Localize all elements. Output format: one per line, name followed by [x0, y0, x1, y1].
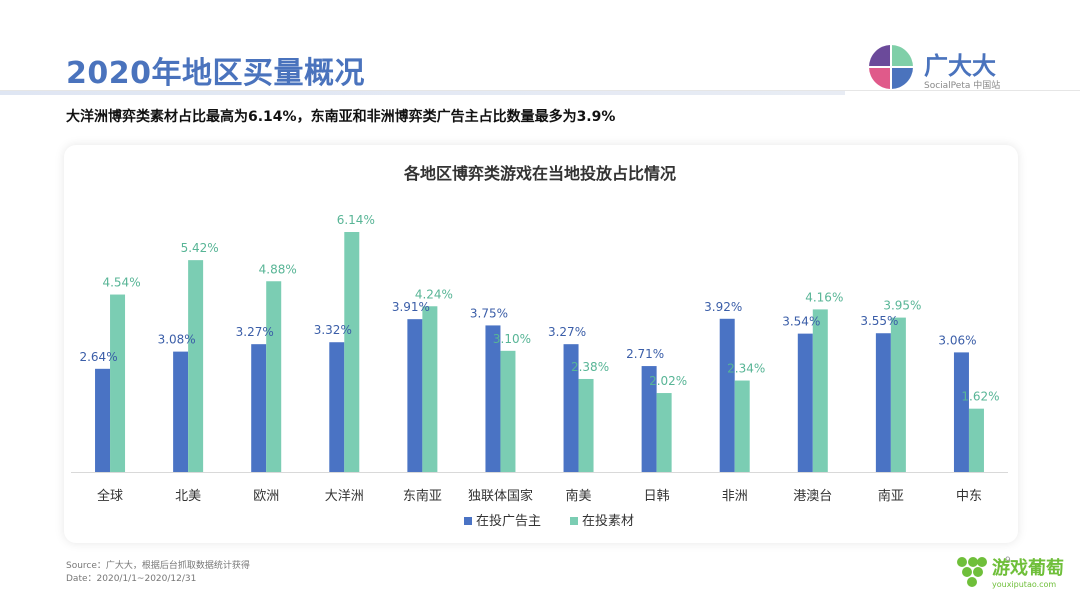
label-creatives-7: 2.02%: [649, 374, 687, 388]
title-divider: [0, 90, 1080, 91]
legend-label-1: 在投素材: [582, 513, 634, 529]
bar-creatives-10: [890, 317, 906, 472]
bar-advertisers-0: [95, 368, 111, 472]
page-title: 2020年地区买量概况: [66, 56, 365, 91]
legend-swatch-1: [570, 517, 578, 525]
label-advertisers-0: 2.64%: [79, 350, 117, 364]
category-label-0: 全球: [97, 488, 123, 504]
bar-advertisers-6: [563, 344, 579, 472]
label-creatives-10: 3.95%: [883, 299, 921, 313]
label-advertisers-10: 3.55%: [860, 314, 898, 328]
category-label-9: 港澳台: [793, 488, 832, 504]
title-accent-bar: [0, 91, 845, 95]
label-creatives-9: 4.16%: [805, 290, 843, 304]
category-label-3: 大洋洲: [325, 489, 364, 504]
bar-creatives-7: [656, 393, 672, 472]
label-creatives-6: 2.38%: [571, 360, 609, 374]
grape-icon: [957, 557, 987, 587]
label-advertisers-11: 3.06%: [938, 333, 976, 347]
legend-label-0: 在投广告主: [476, 513, 541, 529]
chart-title: 各地区博弈类游戏在当地投放占比情况: [403, 164, 676, 183]
source-note: Source：广大大，根据后台抓取数据统计获得: [66, 561, 250, 571]
category-label-7: 日韩: [644, 489, 670, 504]
label-advertisers-6: 3.27%: [548, 325, 586, 339]
label-advertisers-4: 3.91%: [392, 300, 430, 314]
category-label-2: 欧洲: [253, 489, 279, 504]
brand-name: 广大大: [924, 52, 996, 80]
socialpeta-logo-icon: [869, 45, 913, 89]
bar-creatives-1: [188, 260, 204, 472]
bar-advertisers-11: [953, 352, 969, 472]
bar-creatives-6: [578, 378, 594, 472]
youxiputao-logo: 游戏葡萄 youxiputao.com: [954, 552, 1074, 596]
brand-subtitle: SocialPeta 中国站: [924, 81, 1001, 91]
bar-advertisers-9: [797, 333, 813, 472]
legend-swatch-0: [464, 517, 472, 525]
label-advertisers-2: 3.27%: [236, 325, 274, 339]
bar-creatives-4: [422, 306, 438, 472]
label-creatives-5: 3.10%: [493, 332, 531, 346]
label-creatives-0: 4.54%: [102, 276, 140, 290]
brand-logo: 广大大 SocialPeta 中国站: [868, 44, 1058, 94]
category-label-6: 南美: [566, 488, 592, 504]
brand2-name: 游戏葡萄: [992, 558, 1064, 579]
chart-card: [64, 145, 1018, 543]
bar-creatives-2: [266, 281, 282, 472]
bar-advertisers-8: [719, 318, 735, 472]
page-number: 9: [1005, 556, 1011, 566]
bar-advertisers-7: [641, 366, 657, 472]
label-creatives-11: 1.62%: [961, 390, 999, 404]
bar-advertisers-4: [407, 319, 423, 472]
bar-creatives-3: [344, 232, 360, 472]
bar-advertisers-2: [251, 344, 267, 472]
label-creatives-4: 4.24%: [415, 287, 453, 301]
brand2-url: youxiputao.com: [992, 580, 1057, 589]
category-label-5: 独联体国家: [468, 488, 533, 504]
category-label-4: 东南亚: [403, 488, 442, 504]
label-advertisers-1: 3.08%: [158, 333, 196, 347]
bar-advertisers-5: [485, 325, 501, 472]
label-advertisers-5: 3.75%: [470, 306, 508, 320]
label-creatives-8: 2.34%: [727, 362, 765, 376]
label-advertisers-9: 3.54%: [782, 315, 820, 329]
label-advertisers-3: 3.32%: [314, 323, 352, 337]
category-label-11: 中东: [956, 489, 982, 504]
category-label-1: 北美: [175, 489, 201, 504]
label-advertisers-7: 2.71%: [626, 347, 664, 361]
label-creatives-2: 4.88%: [259, 262, 297, 276]
bar-advertisers-3: [329, 342, 345, 472]
bar-creatives-8: [734, 380, 750, 472]
label-creatives-3: 6.14%: [337, 213, 375, 227]
bar-creatives-11: [968, 408, 984, 472]
bar-creatives-0: [110, 294, 126, 472]
bar-advertisers-10: [875, 333, 891, 472]
category-label-10: 南亚: [878, 488, 904, 504]
page-subtitle: 大洋洲博弈类素材占比最高为6.14%，东南亚和非洲博弈类广告主占比数量最多为3.…: [66, 109, 616, 125]
date-note: Date：2020/1/1~2020/12/31: [66, 574, 197, 584]
bar-advertisers-1: [173, 351, 189, 472]
category-label-8: 非洲: [722, 489, 748, 504]
label-creatives-1: 5.42%: [181, 241, 219, 255]
bar-creatives-9: [812, 309, 828, 472]
label-advertisers-8: 3.92%: [704, 300, 742, 314]
bar-creatives-5: [500, 350, 516, 472]
